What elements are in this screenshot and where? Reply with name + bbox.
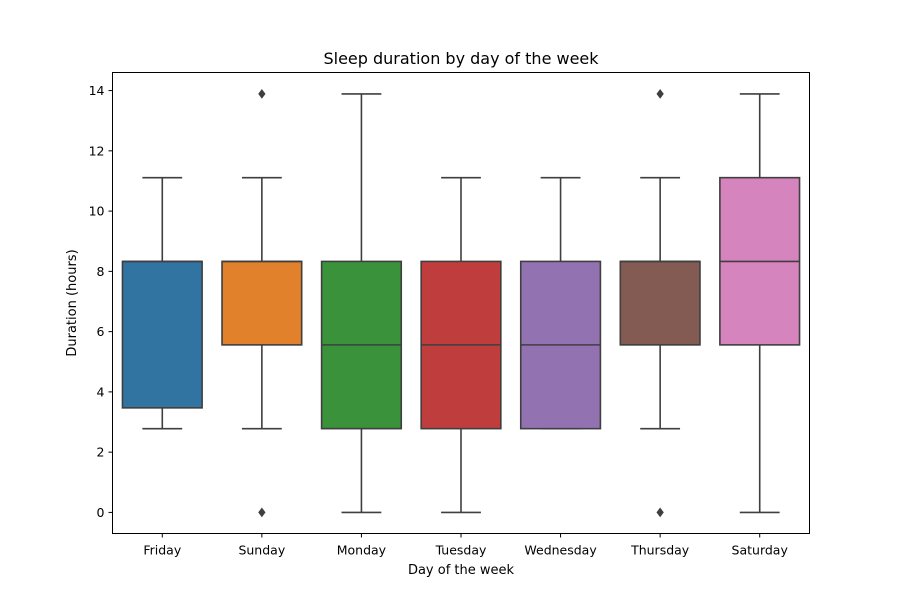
plot-frame <box>112 72 810 534</box>
x-tick-label-5: Thursday <box>630 543 690 558</box>
y-tick-label-4: 8 <box>97 264 105 279</box>
x-tick-label-0: Friday <box>143 543 181 558</box>
iqr-box <box>619 260 701 346</box>
x-axis: Friday Sunday Monday Tuesday Wednesday Thursd… <box>143 533 789 558</box>
box-saturday <box>719 93 801 514</box>
x-tick-label-2: Monday <box>337 543 387 558</box>
box-wednesday <box>519 176 602 430</box>
y-tick-label-5: 10 <box>89 204 105 219</box>
x-axis-label: Day of the week <box>408 563 515 578</box>
x-tick-label-4: Wednesday <box>524 543 597 558</box>
outlier-1 <box>258 89 266 99</box>
box-sunday <box>221 89 303 518</box>
outlier-0 <box>258 507 266 518</box>
x-tick-label-6: Saturday <box>732 543 789 558</box>
box-tuesday <box>420 176 502 514</box>
box-friday <box>121 176 203 430</box>
boxes-layer <box>121 89 801 518</box>
x-tick-label-3: Tuesday <box>435 543 487 558</box>
y-tick-label-0: 0 <box>97 505 105 520</box>
y-axis-label: Duration (hours) <box>65 249 80 356</box>
y-tick-label-2: 4 <box>97 384 105 399</box>
box-monday <box>320 93 403 514</box>
y-tick-label-1: 2 <box>97 445 105 460</box>
y-axis: 0 2 4 6 8 10 12 14 <box>89 83 113 520</box>
iqr-box <box>121 260 203 409</box>
chart-title: Sleep duration by day of the week <box>323 49 599 68</box>
outlier-0 <box>656 507 664 518</box>
y-tick-label-7: 14 <box>89 83 105 98</box>
outlier-1 <box>656 89 664 99</box>
y-tick-label-3: 6 <box>97 324 105 339</box>
iqr-box <box>221 260 303 346</box>
x-tick-label-1: Sunday <box>238 543 285 558</box>
box-thursday <box>619 89 701 518</box>
y-tick-label-6: 12 <box>89 143 105 158</box>
